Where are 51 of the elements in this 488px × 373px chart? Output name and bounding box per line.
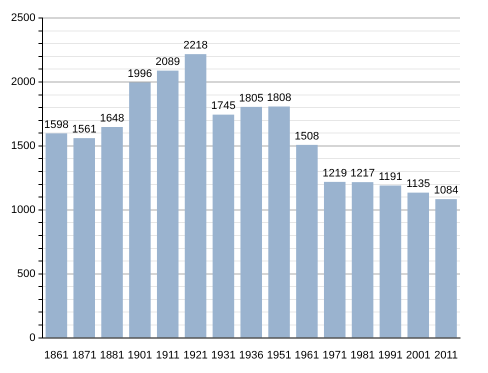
- data-label: 1805: [238, 92, 264, 104]
- x-tick-label: 1881: [100, 349, 124, 362]
- bar: [435, 199, 457, 338]
- x-tick-label: 1871: [72, 349, 96, 362]
- x-tick-label: 1981: [350, 349, 375, 362]
- data-label: 1508: [294, 130, 320, 142]
- bar: [352, 182, 374, 338]
- y-tick-label: 0: [29, 332, 36, 344]
- bar: [407, 192, 430, 338]
- y-tick-label: 2000: [10, 76, 36, 88]
- data-label: 2218: [183, 40, 208, 52]
- bar: [156, 70, 179, 338]
- data-label: 1996: [128, 68, 152, 80]
- bar: [324, 182, 346, 338]
- x-tick-label: 1861: [44, 349, 69, 362]
- bar: [101, 126, 123, 338]
- bar: [296, 144, 318, 338]
- data-label: 1135: [406, 178, 430, 190]
- x-tick-label: 1971: [322, 349, 347, 362]
- bar: [46, 133, 68, 338]
- bar: [240, 106, 262, 338]
- y-tick-label: 500: [17, 268, 36, 280]
- data-label: 1217: [350, 168, 375, 180]
- bar: [268, 106, 290, 338]
- data-label: 1745: [211, 100, 236, 112]
- bar: [129, 82, 151, 338]
- x-tick-label: 1991: [378, 349, 403, 362]
- data-label: 1219: [322, 167, 347, 180]
- x-tick-label: 1911: [156, 349, 180, 362]
- x-tick-label: 1921: [183, 349, 208, 362]
- bar: [380, 185, 402, 338]
- x-tick-label: 1951: [266, 349, 292, 362]
- data-label: 1084: [434, 184, 458, 197]
- x-tick-label: 1931: [211, 349, 236, 362]
- x-tick-label: 1936: [238, 349, 264, 362]
- bar: [73, 138, 95, 338]
- data-label: 1191: [378, 170, 402, 183]
- data-label: 1598: [44, 118, 69, 131]
- data-label: 1561: [72, 124, 96, 136]
- bar: [212, 114, 234, 338]
- bar: [184, 54, 206, 338]
- x-tick-label: 1901: [128, 349, 152, 362]
- y-tick-label: 1000: [10, 204, 36, 216]
- data-label: 1808: [266, 92, 292, 104]
- x-tick-label: 2001: [406, 349, 430, 362]
- y-tick-label: 2500: [10, 12, 36, 24]
- data-label: 2089: [155, 56, 180, 68]
- x-tick-label: 2011: [434, 349, 458, 362]
- data-label: 1648: [100, 112, 124, 125]
- x-tick-label: 1961: [294, 349, 320, 362]
- y-tick-label: 1500: [10, 140, 36, 152]
